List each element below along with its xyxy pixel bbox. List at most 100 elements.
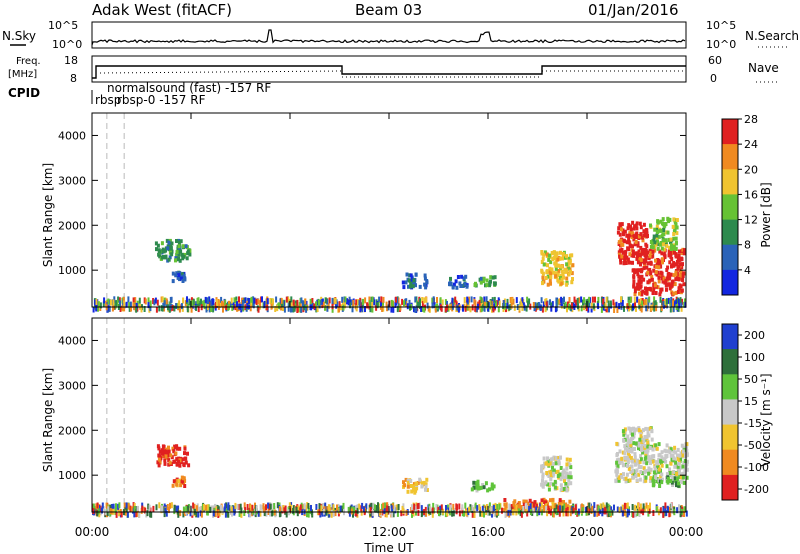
power-cell xyxy=(459,284,463,288)
vel-cell xyxy=(356,507,359,514)
vel-cell xyxy=(324,502,327,509)
power-cell xyxy=(620,254,624,259)
power-cell xyxy=(608,306,610,313)
vel-cell xyxy=(626,511,629,518)
vel-cell xyxy=(635,478,639,483)
power-cell xyxy=(559,273,563,278)
vel-cell xyxy=(679,465,683,470)
vel-cell xyxy=(169,502,171,509)
power-cell xyxy=(414,296,417,303)
vel-cell xyxy=(98,511,101,518)
power-cell xyxy=(485,301,487,308)
vel-cell xyxy=(504,511,507,518)
power-cell xyxy=(371,296,374,303)
vel-cell xyxy=(643,445,647,450)
vel-colorbar-segment xyxy=(722,424,738,451)
power-cell xyxy=(178,300,181,307)
vel-cell xyxy=(567,474,571,479)
vel-cell xyxy=(492,484,496,489)
vel-cell xyxy=(230,506,233,513)
vel-cell xyxy=(544,461,548,466)
power-cell xyxy=(569,269,572,274)
power-cell xyxy=(504,303,507,309)
power-cell xyxy=(315,301,317,308)
power-cell xyxy=(222,302,225,309)
power-cell xyxy=(456,304,459,311)
vel-cell xyxy=(616,506,619,513)
vel-cell xyxy=(483,507,486,514)
power-cell xyxy=(634,301,636,308)
vel-cell xyxy=(534,503,538,508)
vel-cell xyxy=(168,507,170,514)
vel-cell xyxy=(92,508,95,515)
vel-cell xyxy=(645,461,649,466)
power-cell xyxy=(643,263,647,268)
power-cell xyxy=(681,274,685,278)
power-cell xyxy=(642,260,646,265)
vel-cell xyxy=(285,511,288,518)
vel-cell xyxy=(633,455,637,460)
vel-cell xyxy=(152,505,155,512)
vel-colorbar-segment xyxy=(722,349,738,375)
power-cell xyxy=(347,299,350,306)
vel-cell xyxy=(646,445,650,450)
power-cell xyxy=(659,219,663,224)
power-ytick-label: 2000 xyxy=(58,219,86,232)
power-cell xyxy=(557,279,561,284)
vel-cell xyxy=(435,504,438,510)
sky-left-tick-bottom: 10^0 xyxy=(52,38,82,51)
vel-cell xyxy=(354,510,357,516)
power-cell xyxy=(392,306,395,313)
power-cell xyxy=(144,298,147,305)
vel-cell xyxy=(173,504,176,511)
vel-cell xyxy=(645,434,649,439)
vel-cell xyxy=(569,475,573,480)
vel-cell xyxy=(172,479,176,484)
vel-cell xyxy=(620,474,624,479)
power-cell xyxy=(385,301,388,308)
power-cell xyxy=(613,307,616,313)
vel-cell xyxy=(150,511,153,518)
vel-cell xyxy=(627,466,631,471)
vel-cell xyxy=(563,470,567,475)
power-cell xyxy=(244,297,247,304)
vel-cell xyxy=(647,471,651,476)
vel-cell xyxy=(206,509,209,516)
vel-cell xyxy=(613,504,615,511)
vel-cell xyxy=(475,485,479,490)
power-cell xyxy=(654,291,658,295)
power-colorbar-tick-label: 4 xyxy=(744,264,751,277)
power-cell xyxy=(352,299,355,306)
power-cell xyxy=(309,298,312,305)
power-cell xyxy=(545,298,548,305)
power-cell xyxy=(155,247,158,252)
vel-cell xyxy=(568,471,572,476)
power-cell xyxy=(305,300,308,307)
vel-cell xyxy=(522,499,526,504)
power-cell xyxy=(563,296,565,303)
vel-cell xyxy=(160,451,164,456)
vel-cell xyxy=(625,464,629,468)
power-cell xyxy=(236,301,238,308)
power-cell xyxy=(334,298,337,304)
power-cell xyxy=(638,260,642,265)
power-cell xyxy=(428,306,431,313)
power-cell xyxy=(641,300,644,307)
vel-cell xyxy=(647,455,651,460)
power-cell xyxy=(561,252,565,257)
time-axis: 00:00 04:00 08:00 12:00 16:00 20:00 00:00 xyxy=(75,113,703,539)
freq-trace xyxy=(92,65,686,79)
vel-cell xyxy=(569,510,572,517)
power-cell xyxy=(149,305,152,312)
power-cell xyxy=(623,257,627,261)
vel-cell xyxy=(522,506,525,512)
power-cell xyxy=(632,303,634,310)
power-cell xyxy=(235,296,238,303)
vel-cell xyxy=(193,503,196,510)
power-cell xyxy=(622,232,625,237)
power-cell xyxy=(682,282,686,287)
vel-cell xyxy=(621,450,625,455)
vel-cell xyxy=(475,488,479,493)
power-cell xyxy=(321,298,324,305)
